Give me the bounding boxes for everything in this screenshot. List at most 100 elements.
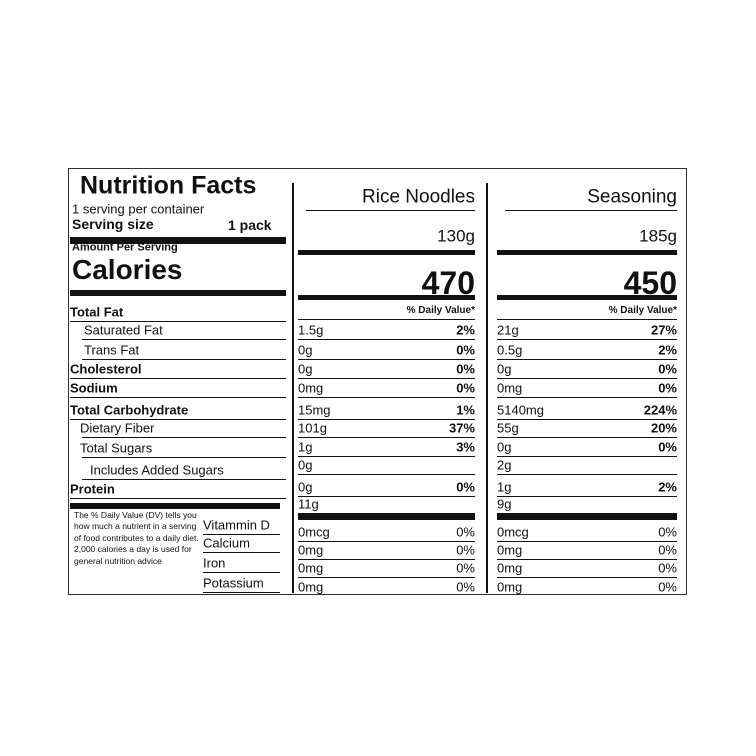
rule bbox=[497, 339, 677, 340]
rule bbox=[306, 210, 475, 211]
rule bbox=[298, 437, 475, 438]
column-weight: 185g bbox=[639, 226, 677, 246]
rule bbox=[486, 183, 488, 593]
daily-value: 37% bbox=[448, 420, 475, 436]
nutrient-name: Includes Added Sugars bbox=[90, 462, 224, 478]
column-name: Seasoning bbox=[587, 186, 677, 208]
amount: 55g bbox=[497, 420, 519, 436]
amount: 101g bbox=[298, 420, 327, 436]
vitamin-name: Vitammin D bbox=[203, 517, 270, 533]
daily-value: 0% bbox=[658, 361, 677, 377]
vitamin-dv: 0% bbox=[658, 542, 677, 558]
nutrient-name: Trans Fat bbox=[84, 342, 140, 358]
rule bbox=[82, 339, 286, 340]
amount: 0g bbox=[298, 479, 313, 495]
rule bbox=[497, 577, 677, 578]
amount: 1g bbox=[298, 439, 313, 455]
rule bbox=[298, 513, 475, 514]
rule bbox=[70, 378, 286, 379]
amount: 9g bbox=[497, 496, 512, 512]
vitamin-amount: 0mcg bbox=[497, 524, 529, 540]
rule bbox=[298, 474, 475, 475]
rule bbox=[497, 250, 677, 255]
daily-value: 0% bbox=[658, 380, 677, 396]
rule bbox=[70, 237, 286, 244]
rule bbox=[82, 437, 286, 438]
vitamin-amount: 0mg bbox=[298, 560, 324, 576]
rule bbox=[70, 321, 286, 322]
rule bbox=[298, 541, 475, 542]
rule bbox=[298, 359, 475, 360]
nutrient-name: Dietary Fiber bbox=[80, 420, 155, 436]
rule bbox=[203, 552, 280, 553]
calories-label: Calories bbox=[72, 254, 183, 285]
rule bbox=[298, 319, 475, 320]
title: Nutrition Facts bbox=[80, 171, 257, 200]
nutrient-name: Cholesterol bbox=[70, 361, 142, 377]
vitamin-amount: 0mg bbox=[298, 542, 324, 558]
vitamin-dv: 0% bbox=[456, 560, 475, 576]
rule bbox=[298, 577, 475, 578]
rule bbox=[497, 378, 677, 379]
column-weight: 130g bbox=[437, 226, 475, 246]
nutrient-name: Protein bbox=[70, 481, 115, 497]
daily-value: 27% bbox=[650, 322, 677, 338]
amount: 0mg bbox=[298, 380, 324, 396]
rule bbox=[203, 534, 280, 535]
rule bbox=[298, 295, 475, 300]
vitamin-amount: 0mg bbox=[497, 560, 523, 576]
vitamin-amount: 0mg bbox=[497, 579, 523, 595]
daily-value: 2% bbox=[658, 342, 677, 358]
amount: 0mg bbox=[497, 380, 523, 396]
rule bbox=[497, 474, 677, 475]
rule bbox=[497, 513, 677, 514]
rule bbox=[505, 210, 677, 211]
rule bbox=[292, 183, 294, 593]
vitamin-amount: 0mcg bbox=[298, 524, 330, 540]
daily-value: 0% bbox=[456, 361, 475, 377]
daily-value: 0% bbox=[456, 479, 475, 495]
amount: 0g bbox=[298, 457, 313, 473]
dv-header: % Daily Value* bbox=[608, 305, 677, 316]
rule bbox=[298, 378, 475, 379]
vitamin-dv: 0% bbox=[658, 524, 677, 540]
rule bbox=[497, 437, 677, 438]
rule bbox=[82, 457, 286, 458]
vitamin-name: Potassium bbox=[203, 575, 264, 591]
amount: 21g bbox=[497, 322, 519, 338]
rule bbox=[497, 419, 677, 420]
daily-value: 20% bbox=[650, 420, 677, 436]
daily-value: 3% bbox=[456, 439, 475, 455]
rule bbox=[70, 503, 280, 509]
amount-per-serving: Amount Per Serving bbox=[72, 241, 178, 254]
footnote: The % Daily Value (DV) tells you how muc… bbox=[74, 510, 199, 566]
daily-value: 2% bbox=[658, 479, 677, 495]
amount: 0g bbox=[497, 439, 512, 455]
daily-value: 0% bbox=[456, 342, 475, 358]
nutrient-name: Total Fat bbox=[70, 304, 124, 320]
column-name: Rice Noodles bbox=[362, 186, 475, 208]
rule bbox=[298, 339, 475, 340]
amount: 2g bbox=[497, 457, 512, 473]
vitamin-name: Iron bbox=[203, 555, 226, 571]
rule bbox=[497, 295, 677, 300]
label-frame bbox=[68, 168, 687, 595]
amount: 0.5g bbox=[497, 342, 523, 358]
vitamin-amount: 0mg bbox=[298, 579, 324, 595]
rule bbox=[497, 397, 677, 398]
vitamin-amount: 0mg bbox=[497, 542, 523, 558]
column-calories: 450 bbox=[623, 265, 677, 301]
amount: 1.5g bbox=[298, 322, 324, 338]
vitamin-dv: 0% bbox=[658, 560, 677, 576]
vitamin-dv: 0% bbox=[456, 524, 475, 540]
rule bbox=[497, 456, 677, 457]
rule bbox=[70, 419, 286, 420]
vitamin-dv: 0% bbox=[456, 542, 475, 558]
nutrient-name: Saturated Fat bbox=[84, 322, 163, 338]
rule bbox=[497, 496, 677, 497]
rule bbox=[298, 419, 475, 420]
rule bbox=[298, 559, 475, 560]
daily-value: 0% bbox=[456, 380, 475, 396]
daily-value: 1% bbox=[456, 402, 475, 418]
amount: 15mg bbox=[298, 402, 331, 418]
